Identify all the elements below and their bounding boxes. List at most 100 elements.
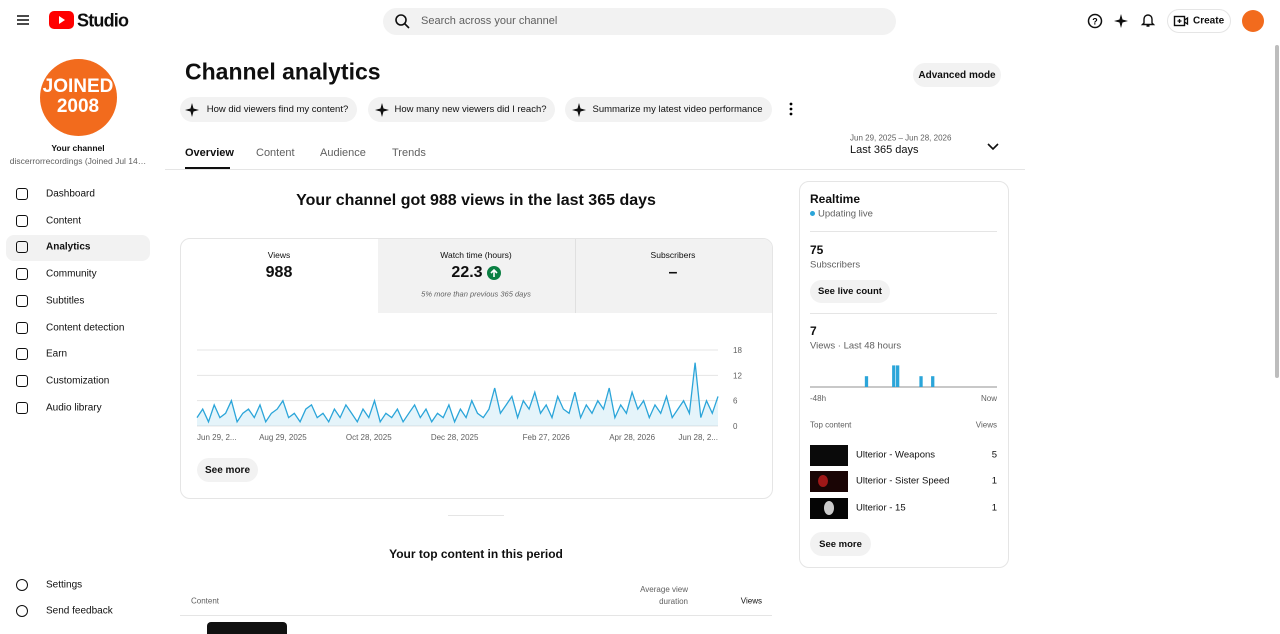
logo[interactable] bbox=[49, 11, 74, 29]
nav-icon bbox=[16, 241, 28, 253]
nav-icon bbox=[16, 375, 28, 387]
search-placeholder: Search across your channel bbox=[421, 15, 558, 27]
thumbnail[interactable] bbox=[207, 622, 287, 634]
scrollbar[interactable] bbox=[1275, 45, 1279, 378]
nav-highlight bbox=[6, 235, 150, 261]
nav-icon bbox=[16, 348, 28, 360]
see-more-button[interactable]: See more bbox=[810, 532, 871, 556]
tab[interactable]: Content bbox=[256, 147, 295, 159]
table-header: Content bbox=[191, 596, 220, 606]
overview-card bbox=[180, 238, 773, 499]
nav-icon bbox=[16, 605, 28, 617]
content-title[interactable]: Ulterior - 15 bbox=[856, 502, 906, 514]
search-bar[interactable] bbox=[383, 8, 896, 35]
nav-item[interactable]: Subtitles bbox=[46, 295, 85, 307]
thumbnail[interactable] bbox=[810, 471, 848, 492]
metric-separator bbox=[575, 239, 576, 313]
menu-icon[interactable] bbox=[15, 12, 31, 28]
nav-item[interactable]: Analytics bbox=[46, 241, 91, 253]
thumbnail[interactable] bbox=[810, 445, 848, 466]
nav-icon bbox=[16, 579, 28, 591]
create-button[interactable] bbox=[1167, 9, 1231, 33]
nav-icon bbox=[16, 402, 28, 414]
nav-icon bbox=[16, 215, 28, 227]
nav-icon bbox=[16, 322, 28, 334]
metric-note: 5% more than previous 365 days bbox=[421, 289, 531, 299]
views-header: Views bbox=[975, 420, 997, 430]
nav-item[interactable]: Content bbox=[46, 215, 82, 227]
content-views: 1 bbox=[991, 502, 997, 514]
svg-text:?: ? bbox=[1092, 17, 1098, 27]
more-icon[interactable] bbox=[783, 101, 799, 117]
nav-icon bbox=[16, 268, 28, 280]
prompt-chip[interactable]: How did viewers find my content? bbox=[180, 97, 357, 122]
subscriber-count: 75 bbox=[810, 243, 824, 257]
channel-name: discerrorrecordings (Joined Jul 14… bbox=[9, 156, 147, 166]
avatar-text: JOINED bbox=[42, 76, 114, 97]
date-range: Jun 29, 2025 – Jun 28, 2026 bbox=[850, 133, 952, 143]
thumbnail-art bbox=[824, 501, 834, 515]
table-header: Average view duration bbox=[640, 585, 688, 606]
views-label: Views · Last 48 hours bbox=[810, 340, 902, 352]
top-content-label: Top content bbox=[810, 420, 852, 430]
realtime-status: Updating live bbox=[818, 208, 873, 220]
nav-item[interactable]: Customization bbox=[46, 375, 110, 387]
chevron-icon[interactable] bbox=[985, 138, 1001, 154]
realtime-card bbox=[799, 181, 1009, 568]
thumbnail[interactable] bbox=[810, 498, 848, 519]
up-arrow-icon bbox=[487, 266, 501, 280]
nav-item[interactable]: Send feedback bbox=[46, 605, 113, 617]
see-live-count-button[interactable]: See live count bbox=[810, 280, 890, 303]
sparkle-icon[interactable] bbox=[1113, 13, 1129, 29]
metric-label[interactable]: Views bbox=[267, 250, 291, 260]
tab-underline bbox=[185, 167, 230, 169]
account-avatar[interactable] bbox=[1242, 10, 1264, 32]
nav-icon bbox=[16, 295, 28, 307]
live-dot bbox=[810, 211, 815, 216]
nav-icon bbox=[16, 188, 28, 200]
metric-value: – bbox=[668, 264, 678, 281]
bell-icon[interactable] bbox=[1140, 12, 1156, 28]
nav-item[interactable]: Dashboard bbox=[46, 188, 95, 200]
headline: Your channel got 988 views in the last 3… bbox=[296, 192, 656, 209]
content-views: 1 bbox=[991, 475, 997, 487]
content-title[interactable]: Ulterior - Sister Speed bbox=[856, 475, 950, 487]
metric-value: 22.3 bbox=[451, 264, 483, 281]
page-title: Channel analytics bbox=[185, 58, 381, 85]
metric-label[interactable]: Watch time (hours) bbox=[440, 250, 512, 260]
help-icon[interactable]: ? bbox=[1087, 13, 1103, 29]
tab[interactable]: Trends bbox=[392, 147, 426, 159]
prompt-chip[interactable]: Summarize my latest video performance bbox=[565, 97, 772, 122]
channel-avatar[interactable] bbox=[40, 59, 117, 136]
tab[interactable]: Overview bbox=[185, 147, 234, 159]
divider bbox=[810, 231, 997, 232]
thumbnail-art bbox=[818, 475, 828, 487]
search-icon bbox=[395, 14, 410, 29]
nav-item[interactable]: Settings bbox=[46, 579, 83, 591]
section-title: Your top content in this period bbox=[389, 547, 563, 561]
views-count: 7 bbox=[810, 324, 817, 338]
nav-item[interactable]: Earn bbox=[46, 348, 68, 360]
sparkle-icon bbox=[375, 103, 389, 117]
sparkle-icon bbox=[185, 103, 199, 117]
nav-item[interactable]: Content detection bbox=[46, 322, 125, 334]
divider bbox=[165, 169, 1025, 170]
divider bbox=[448, 515, 504, 516]
advanced-mode-button[interactable]: Advanced mode bbox=[913, 63, 1001, 87]
period[interactable]: Last 365 days bbox=[850, 144, 919, 156]
prompt-chip[interactable]: How many new viewers did I reach? bbox=[368, 97, 555, 122]
tab[interactable]: Audience bbox=[320, 147, 366, 159]
see-more-button[interactable]: See more bbox=[197, 458, 258, 482]
metric-label[interactable]: Subscribers bbox=[650, 250, 696, 260]
content-title[interactable]: Ulterior - Weapons bbox=[856, 449, 936, 461]
metric-value: 988 bbox=[265, 264, 293, 281]
divider bbox=[810, 313, 997, 314]
sparkle-icon bbox=[572, 103, 586, 117]
table-header: Views bbox=[740, 596, 762, 606]
content-views: 5 bbox=[991, 449, 997, 461]
nav-item[interactable]: Community bbox=[46, 268, 97, 280]
nav-item[interactable]: Audio library bbox=[46, 402, 102, 414]
create-icon bbox=[1173, 15, 1189, 27]
realtime-title: Realtime bbox=[810, 192, 861, 206]
